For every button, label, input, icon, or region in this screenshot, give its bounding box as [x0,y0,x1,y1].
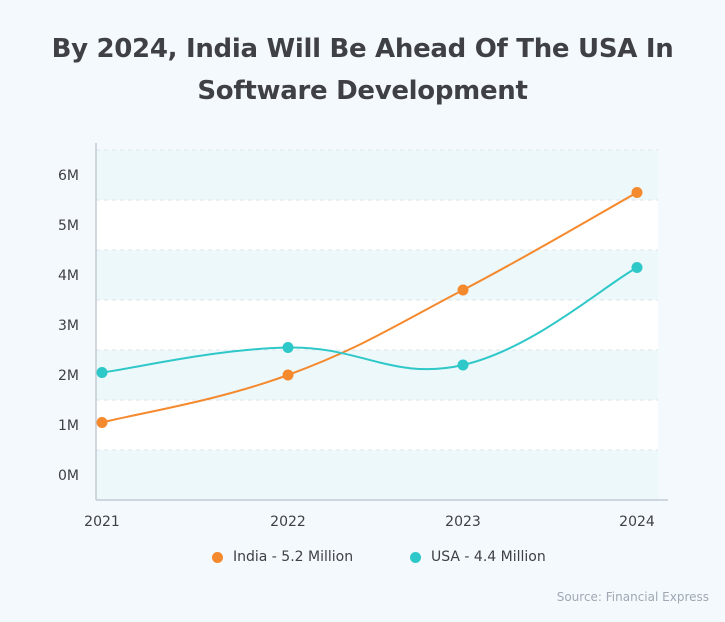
y-tick-label: 2M [58,368,79,384]
x-tick-label: 2021 [84,514,120,530]
y-tick-label: 1M [58,418,79,434]
legend-item-usa[interactable]: USA - 4.4 Million [410,549,546,565]
grid-band [96,250,658,300]
legend-swatch-usa [410,551,421,563]
data-point-india-2021 [96,417,108,428]
legend-swatch-india [212,551,223,563]
grid-lines [96,149,658,451]
x-tick-labels: 2021 2022 2023 2024 [84,514,655,530]
chart-title: By 2024, India Will Be Ahead Of The USA … [0,28,725,112]
x-tick-label: 2022 [270,514,306,530]
data-point-usa-2024 [631,262,643,273]
series-lines [101,191,638,424]
grid-bands [96,150,658,500]
legend-item-india[interactable]: India - 5.2 Million [212,549,353,565]
y-tick-label: 6M [58,168,79,184]
grid-band [96,350,658,400]
chart-title-line-2: Software Development [197,76,528,106]
axes [95,143,668,501]
grid-band [96,450,658,500]
source-note: Source: Financial Express [556,590,709,604]
grid-band [96,150,658,200]
grid-band [96,200,658,250]
data-point-india-2024 [631,187,643,198]
series-line-india [101,191,638,424]
data-point-usa-2021 [96,367,108,378]
data-points [96,187,643,428]
y-tick-label: 3M [58,318,79,334]
legend: India - 5.2 Million USA - 4.4 Million [0,549,725,571]
legend-label-usa: USA - 4.4 Million [431,549,546,565]
y-tick-label: 4M [58,268,79,284]
x-tick-label: 2024 [619,514,655,530]
data-point-usa-2023 [457,359,469,371]
chart-title-line-1: By 2024, India Will Be Ahead Of The USA … [51,34,674,64]
series-line-usa [101,266,638,374]
data-point-usa-2022 [282,342,294,353]
y-tick-labels: 0M 1M 2M 3M 4M 5M 6M [58,168,79,484]
grid-band [96,300,658,350]
data-point-india-2022 [282,369,294,381]
y-tick-label: 0M [58,468,79,484]
legend-label-india: India - 5.2 Million [233,549,354,565]
y-tick-label: 5M [58,218,79,234]
data-point-india-2023 [457,284,469,296]
grid-band [96,400,658,450]
x-tick-label: 2023 [445,514,481,530]
